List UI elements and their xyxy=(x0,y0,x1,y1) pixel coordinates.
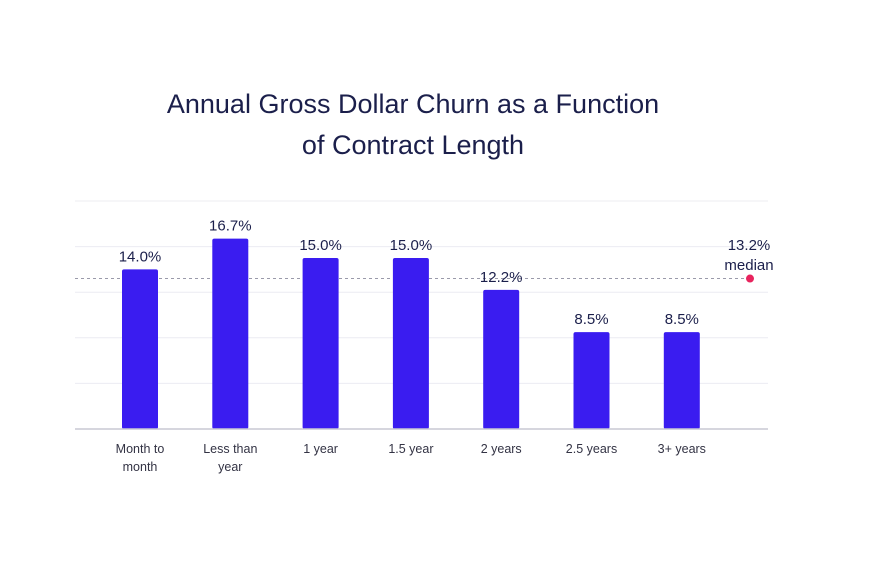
chart-title-line-1: Annual Gross Dollar Churn as a Function xyxy=(166,89,660,119)
bar-2 xyxy=(302,258,339,429)
bar-value-label-5: 8.5% xyxy=(574,311,608,328)
median-label-line-1: 13.2% xyxy=(728,237,771,254)
bar-3 xyxy=(392,258,429,429)
bar-value-labels: 14.0% 16.7% 15.0% 15.0% 12.2% 8.5% 8.5% xyxy=(119,218,699,328)
bar-value-label-0: 14.0% xyxy=(119,248,162,265)
x-tick-label-3-0: 1.5 year xyxy=(388,442,433,456)
bar-value-label-2: 15.0% xyxy=(299,237,342,254)
chart-title-line-2: of Contract Length xyxy=(301,130,525,160)
bar-value-label-3: 15.0% xyxy=(390,237,433,254)
bar-value-label-1: 16.7% xyxy=(209,218,252,235)
x-tick-label-4-0: 2 years xyxy=(481,442,522,456)
x-tick-label-0-0: Month to xyxy=(116,442,165,456)
x-tick-label-1-0: Less than xyxy=(203,442,257,456)
x-tick-label-2-0: 1 year xyxy=(303,442,338,456)
median-dot xyxy=(746,274,754,283)
bar-0 xyxy=(122,269,158,429)
x-tick-label-5-0: 2.5 years xyxy=(566,442,617,456)
x-tick-label-1-1: year xyxy=(218,460,242,474)
x-tick-label-0-1: month xyxy=(123,460,158,474)
bar-1 xyxy=(212,238,249,429)
bars xyxy=(122,238,700,429)
bar-4 xyxy=(483,289,520,429)
bar-value-label-4: 12.2% xyxy=(480,269,523,286)
bar-value-label-6: 8.5% xyxy=(665,311,699,328)
x-tick-label-6-0: 3+ years xyxy=(658,442,706,456)
bar-5 xyxy=(573,332,610,429)
chart-title: Annual Gross Dollar Churn as a Function … xyxy=(0,84,826,166)
median-label-line-2: median xyxy=(724,257,773,274)
bar-6 xyxy=(663,332,700,429)
x-axis-ticks: Month to month Less than year 1 year 1.5 year… xyxy=(116,442,706,474)
